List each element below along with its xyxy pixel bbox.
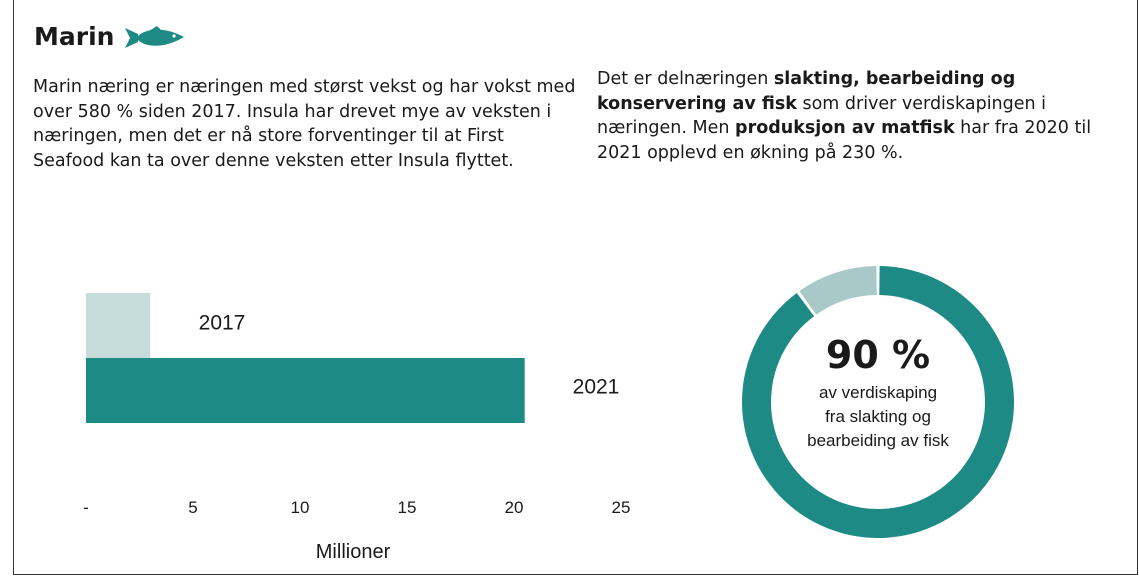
bar-label-2017: 2017 — [199, 312, 246, 335]
intro-paragraph: Marin næring er næringen med størst veks… — [33, 77, 576, 171]
section-header: Marin — [34, 22, 186, 51]
detail-paragraph: Det er delnæringen slakting, bearbeiding… — [597, 67, 1122, 165]
donut-slice-other — [799, 266, 877, 315]
fish-icon — [125, 25, 185, 48]
x-axis-title: Millioner — [316, 541, 391, 563]
x-tick-label: 20 — [505, 498, 524, 517]
detail-bold-1: slakting, bearbeiding og konservering av… — [597, 69, 1016, 114]
detail-bold-2: produksjon av matfisk — [735, 118, 955, 138]
x-tick-label: - — [83, 498, 89, 517]
detail-text-3: har fra 2020 til 2021 opplevd en økning … — [597, 118, 1092, 163]
donut-center-caption: fra slakting og — [825, 407, 931, 426]
panel-frame — [13, 0, 1138, 575]
donut-center-value: 90 % — [826, 333, 930, 377]
detail-text-2: som driver verdiskapingen i næringen. Me… — [597, 93, 1047, 139]
detail-text-1: Det er delnæringen — [597, 69, 774, 89]
bar-2021 — [86, 358, 525, 423]
x-tick-label: 5 — [188, 498, 197, 517]
bar-2017 — [86, 293, 151, 358]
x-tick-label: 25 — [612, 498, 631, 517]
donut-center-caption: bearbeiding av fisk — [807, 431, 949, 450]
section-title: Marin — [34, 22, 115, 51]
donut-slice-slakting — [742, 266, 1015, 538]
donut-center-caption: av verdiskaping — [819, 383, 937, 402]
x-tick-label: 10 — [291, 498, 310, 517]
x-tick-label: 15 — [398, 498, 417, 517]
bar-label-2021: 2021 — [573, 376, 620, 399]
